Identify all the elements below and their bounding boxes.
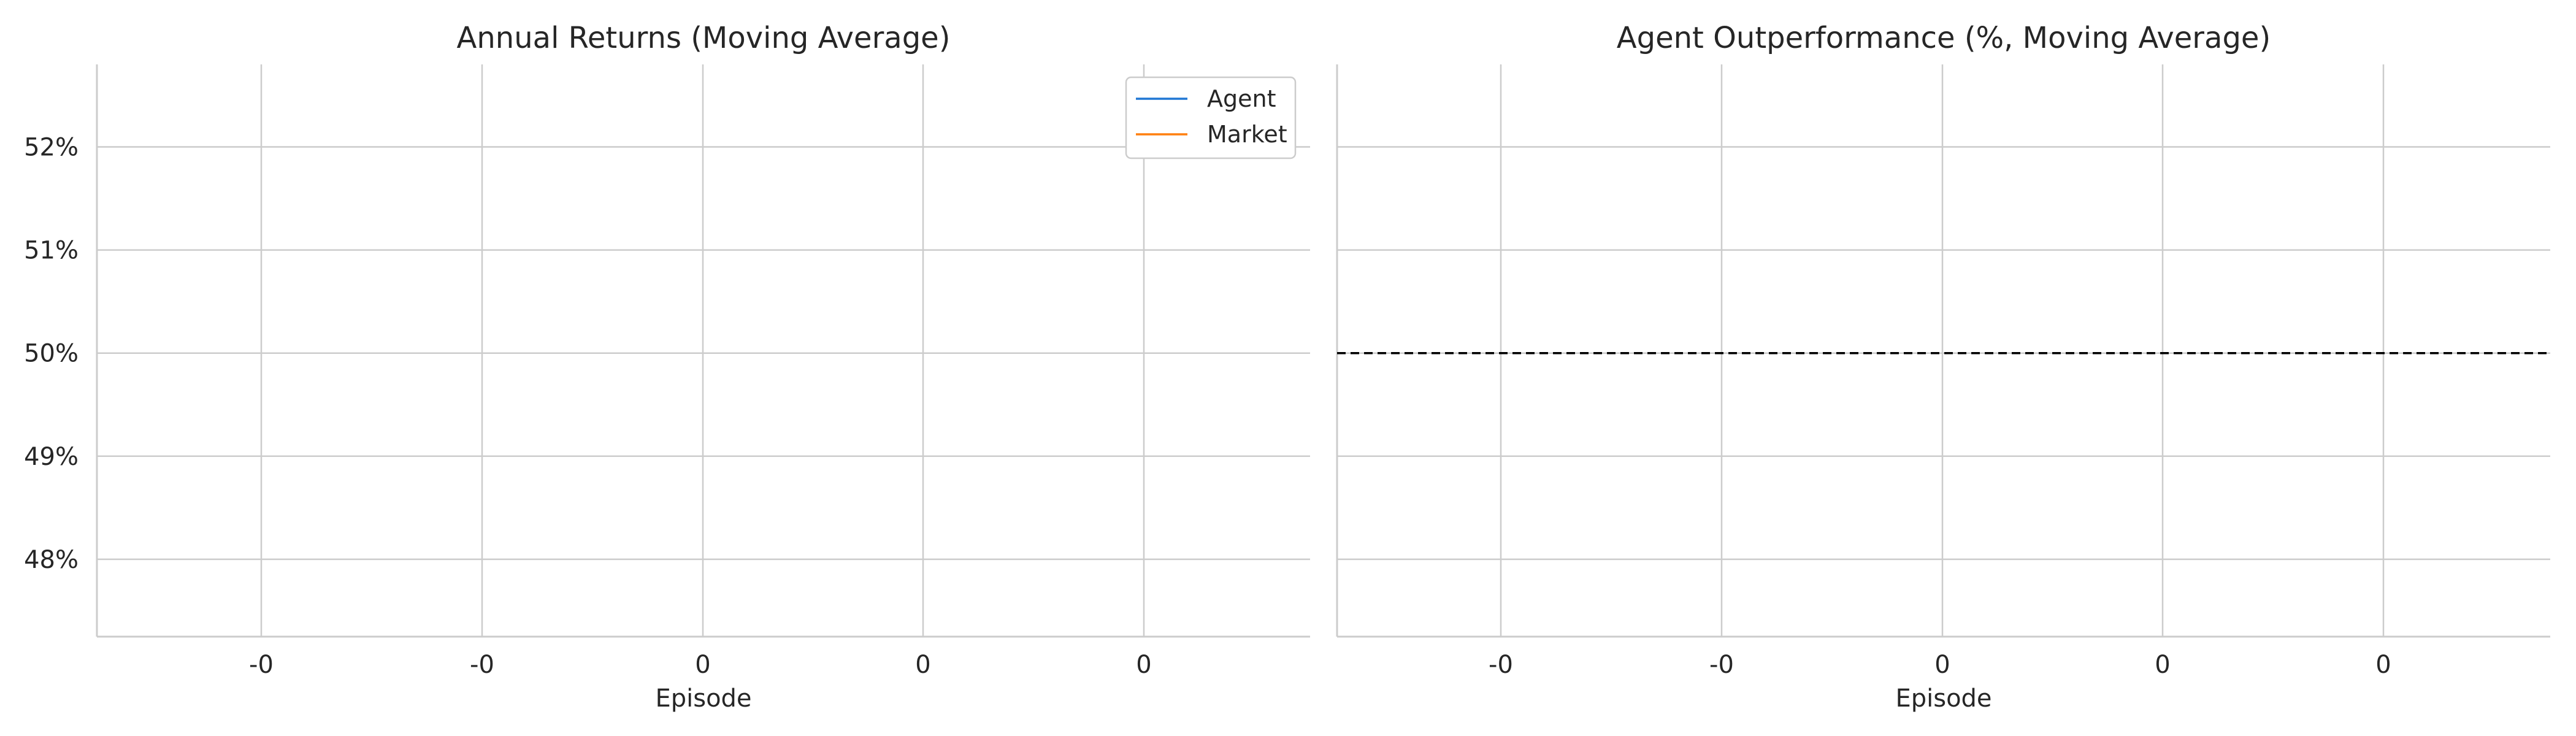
x-axis-label: Episode <box>1895 684 1991 713</box>
y-tick-label: 49% <box>24 443 79 471</box>
y-tick-label: 48% <box>24 546 79 574</box>
legend-box <box>1125 76 1297 159</box>
chart-title: Agent Outperformance (%, Moving Average) <box>1617 21 2271 55</box>
x-tick-label: 0 <box>1136 651 1151 679</box>
x-axis-label: Episode <box>655 684 751 713</box>
x-tick-label: 0 <box>915 651 930 679</box>
x-tick-label: 0 <box>1934 651 1950 679</box>
returns-chart-panel: 48% 49% 50% 51% 52% -0 -0 0 0 0 Episode Annual Retu… <box>24 21 1310 713</box>
x-tick-label: -0 <box>1489 651 1513 679</box>
x-tick-label: -0 <box>1709 651 1734 679</box>
y-tick-label: 52% <box>24 133 79 161</box>
legend-label: Market <box>1207 121 1287 148</box>
outperformance-chart-panel: -0 -0 0 0 0 Episode Agent Outperformance (%, M… <box>1336 21 2550 713</box>
y-tick-label: 51% <box>24 237 79 265</box>
legend-label: Agent <box>1207 85 1276 112</box>
y-tick-label: 50% <box>24 340 79 368</box>
x-tick-label: -0 <box>249 651 274 679</box>
x-tick-label: 0 <box>695 651 710 679</box>
x-tick-label: -0 <box>470 651 494 679</box>
chart-title: Annual Returns (Moving Average) <box>457 21 951 55</box>
x-tick-label: 0 <box>2155 651 2170 679</box>
legend: Agent Market <box>1125 76 1297 159</box>
x-tick-label: 0 <box>2375 651 2391 679</box>
